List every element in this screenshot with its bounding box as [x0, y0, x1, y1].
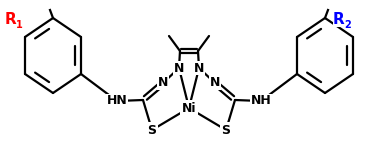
Text: Ni: Ni — [182, 101, 196, 114]
Text: S: S — [147, 124, 156, 136]
Text: N: N — [158, 76, 168, 89]
Text: N: N — [174, 62, 184, 75]
Text: R: R — [5, 12, 17, 27]
Text: R: R — [333, 12, 345, 27]
Text: N: N — [210, 76, 220, 89]
Text: 2: 2 — [344, 20, 351, 30]
Text: HN: HN — [107, 95, 127, 108]
Text: N: N — [194, 62, 204, 75]
Text: 1: 1 — [16, 20, 23, 30]
Text: NH: NH — [251, 95, 271, 108]
Text: S: S — [222, 124, 231, 136]
